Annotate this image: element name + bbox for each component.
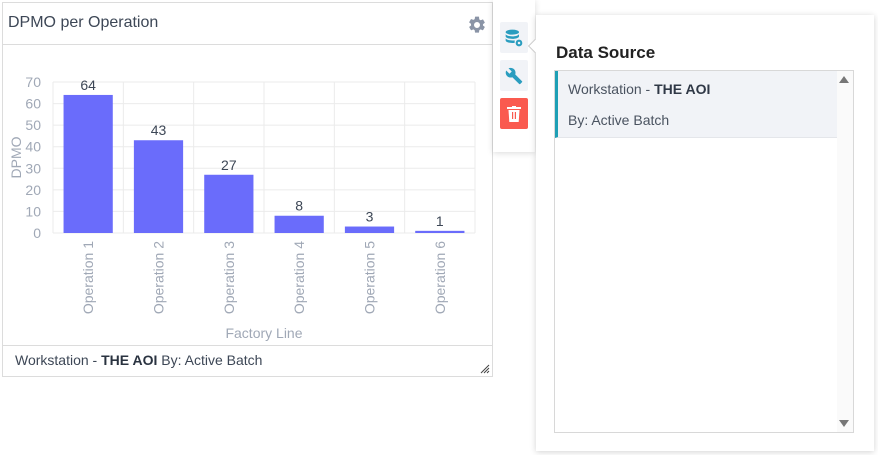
wrench-icon	[505, 67, 523, 84]
data-source-by: By: Active Batch	[568, 112, 670, 128]
bar-value-label: 43	[151, 122, 167, 138]
bar-value-label: 1	[436, 213, 444, 229]
bar	[344, 226, 395, 233]
y-tick-label: 30	[25, 160, 41, 176]
bar-value-label: 64	[80, 77, 96, 93]
x-tick-label: Operation 4	[291, 241, 307, 314]
bar	[274, 215, 324, 233]
resize-handle-icon[interactable]	[480, 364, 490, 374]
widget-toolbar	[493, 0, 535, 152]
data-source-panel: Data Source Workstation - THE AOI By: Ac…	[527, 15, 874, 451]
data-source-name: Workstation - THE AOI	[568, 81, 710, 97]
bar-chart: 0 10 20 30 40 50 60 70 64 Operation 1 43 Operation …	[3, 46, 492, 346]
footer-source: THE AOI	[101, 352, 158, 368]
bar-value-label: 8	[295, 198, 303, 214]
y-tick-label: 70	[25, 74, 41, 90]
data-source-prefix: Workstation -	[568, 81, 655, 97]
x-tick-label: Operation 1	[80, 241, 96, 314]
y-tick-label: 0	[33, 225, 41, 241]
gear-icon[interactable]	[467, 15, 487, 35]
x-axis-title: Factory Line	[225, 325, 302, 341]
scroll-up-arrow-icon[interactable]	[839, 76, 849, 83]
data-source-list: Workstation - THE AOI By: Active Batch	[554, 70, 854, 433]
y-tick-label: 20	[25, 182, 41, 198]
settings-button[interactable]	[500, 60, 528, 91]
y-tick-label: 60	[25, 96, 41, 112]
trash-icon	[507, 105, 521, 122]
bar-value-label: 27	[221, 157, 237, 173]
chart-widget: DPMO per Operation 0 10 20 30 40 50 60 70 64 Oper…	[2, 2, 493, 377]
scrollbar[interactable]	[837, 71, 853, 432]
footer-suffix: By: Active Batch	[157, 352, 263, 368]
y-tick-label: 50	[25, 117, 41, 133]
bar	[63, 94, 113, 233]
scroll-down-arrow-icon[interactable]	[839, 420, 849, 427]
chart-svg: 0 10 20 30 40 50 60 70 64 Operation 1 43 Operation …	[8, 74, 476, 341]
bar	[415, 230, 465, 233]
data-source-item[interactable]: Workstation - THE AOI By: Active Batch	[555, 71, 838, 138]
y-tick-label: 10	[25, 203, 41, 219]
bar	[204, 174, 254, 233]
data-source-button[interactable]	[500, 22, 528, 53]
widget-header: DPMO per Operation	[3, 3, 492, 45]
bar	[133, 140, 184, 233]
footer-prefix: Workstation -	[15, 352, 102, 368]
database-gear-icon	[505, 29, 523, 46]
bar-value-label: 3	[366, 209, 374, 225]
widget-title: DPMO per Operation	[8, 14, 159, 31]
panel-title: Data Source	[556, 43, 656, 62]
x-tick-label: Operation 2	[151, 241, 167, 314]
data-source-station: THE AOI	[654, 81, 711, 97]
delete-button[interactable]	[500, 98, 528, 129]
x-tick-label: Operation 6	[432, 241, 448, 314]
x-tick-label: Operation 5	[362, 241, 378, 314]
y-axis-title: DPMO	[8, 136, 24, 178]
widget-footer: Workstation - THE AOI By: Active Batch	[3, 345, 492, 376]
x-tick-label: Operation 3	[221, 241, 237, 314]
y-tick-label: 40	[25, 139, 41, 155]
